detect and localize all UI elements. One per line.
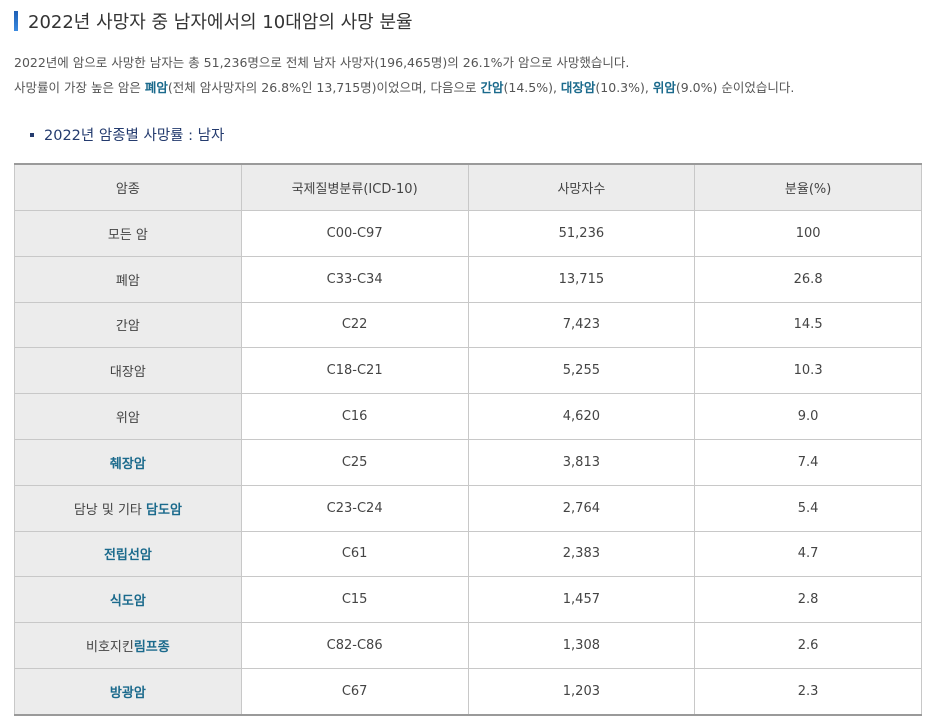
cancer-name: 비호지킨 [86, 640, 134, 656]
cancer-name: 담낭 및 기타 [73, 502, 147, 518]
cell-icd: C16 [240, 393, 469, 440]
link-lung-cancer[interactable]: 폐암 [144, 80, 168, 95]
cell-cancer-type: 전립선암 [14, 530, 242, 578]
cell-icd: C15 [240, 576, 469, 624]
header-icd: 국제질병분류(ICD-10) [240, 163, 469, 211]
cancer-name: 간암 [115, 319, 140, 335]
table-row: 대장암 C18-C21 5,255 10.3 [14, 347, 922, 395]
cell-deaths: 13,715 [467, 255, 696, 303]
table-row: 간암 C22 7,423 14.5 [14, 301, 922, 349]
cell-percent: 100 [694, 210, 922, 257]
cell-cancer-type: 비호지킨림프종 [14, 622, 242, 669]
cell-deaths: 3,813 [467, 438, 696, 486]
cell-icd: C61 [240, 530, 469, 578]
cancer-link[interactable]: 전립선암 [103, 548, 152, 564]
cell-cancer-type: 폐암 [14, 255, 242, 303]
cancer-link[interactable]: 식도암 [109, 594, 146, 610]
cancer-name: 모든 암 [107, 227, 148, 243]
cancer-name: 위암 [115, 411, 140, 427]
cell-percent: 10.3 [694, 347, 922, 395]
cell-percent: 26.8 [694, 255, 922, 303]
subtitle-text: 2022년 암종별 사망률 : 남자 [44, 128, 225, 144]
cancer-name: 대장암 [109, 365, 146, 381]
title-bar-icon [14, 11, 18, 31]
table-row: 췌장암 C25 3,813 7.4 [14, 438, 922, 486]
cell-icd: C33-C34 [240, 255, 469, 303]
cancer-link[interactable]: 담도암 [146, 502, 182, 518]
header-deaths: 사망자수 [467, 163, 696, 211]
cancer-link[interactable]: 췌장암 [109, 456, 146, 472]
cell-cancer-type: 대장암 [14, 347, 242, 395]
bullet-icon [30, 132, 34, 137]
cell-cancer-type: 모든 암 [14, 210, 242, 257]
cell-cancer-type: 췌장암 [14, 438, 242, 486]
cell-percent: 9.0 [694, 393, 922, 440]
cell-percent: 2.6 [694, 622, 922, 669]
cell-deaths: 2,764 [467, 484, 696, 532]
cancer-link[interactable]: 방광암 [109, 685, 146, 701]
table-row: 식도암 C15 1,457 2.8 [14, 576, 922, 624]
link-colorectal-cancer[interactable]: 대장암 [560, 80, 596, 95]
summary-line-1: 2022년에 암으로 사망한 남자는 총 51,236명으로 전체 남자 사망자… [14, 55, 630, 70]
link-stomach-cancer[interactable]: 위암 [652, 80, 676, 95]
cell-icd: C22 [240, 301, 469, 349]
cell-percent: 4.7 [694, 530, 922, 578]
text: (9.0%) 순이었습니다. [675, 80, 795, 95]
cell-percent: 5.4 [694, 484, 922, 532]
death-rate-table: 암종 국제질병분류(ICD-10) 사망자수 분율(%) 모든 암 C00-C9… [14, 163, 922, 716]
table-row: 모든 암 C00-C97 51,236 100 [14, 210, 922, 257]
cell-percent: 2.3 [694, 667, 922, 716]
cell-deaths: 2,383 [467, 530, 696, 578]
summary-line-2: 사망률이 가장 높은 암은 폐암(전체 암사망자의 26.8%인 13,715명… [14, 77, 794, 96]
cancer-link[interactable]: 림프종 [133, 640, 170, 656]
cell-deaths: 1,457 [467, 576, 696, 624]
cell-percent: 7.4 [694, 438, 922, 486]
section-subtitle: 2022년 암종별 사망률 : 남자 [30, 124, 224, 145]
cell-icd: C23-C24 [240, 484, 469, 532]
table-row: 비호지킨림프종 C82-C86 1,308 2.6 [14, 622, 922, 669]
text: 사망률이 가장 높은 암은 [14, 80, 145, 95]
cell-percent: 14.5 [694, 301, 922, 349]
table-row: 담낭 및 기타 담도암 C23-C24 2,764 5.4 [14, 484, 922, 532]
cell-cancer-type: 간암 [14, 301, 242, 349]
text: (10.3%), [595, 80, 653, 95]
cell-icd: C18-C21 [240, 347, 469, 395]
table-row: 전립선암 C61 2,383 4.7 [14, 530, 922, 578]
header-percent: 분율(%) [694, 163, 922, 211]
table-row: 방광암 C67 1,203 2.3 [14, 667, 922, 716]
cell-deaths: 1,308 [467, 622, 696, 669]
cell-deaths: 51,236 [467, 210, 696, 257]
text: (전체 암사망자의 26.8%인 13,715명)이었으며, 다음으로 [167, 80, 481, 95]
cell-icd: C25 [240, 438, 469, 486]
cell-cancer-type: 담낭 및 기타 담도암 [14, 484, 242, 532]
cell-percent: 2.8 [694, 576, 922, 624]
cell-deaths: 5,255 [467, 347, 696, 395]
cell-cancer-type: 방광암 [14, 667, 242, 716]
title-text: 2022년 사망자 중 남자에서의 10대암의 사망 분율 [28, 12, 413, 33]
cancer-name: 폐암 [115, 273, 140, 289]
cell-cancer-type: 식도암 [14, 576, 242, 624]
cell-deaths: 7,423 [467, 301, 696, 349]
cell-icd: C00-C97 [240, 210, 469, 257]
link-liver-cancer[interactable]: 간암 [480, 80, 504, 95]
cell-deaths: 1,203 [467, 667, 696, 716]
cell-icd: C67 [240, 667, 469, 716]
table-row: 폐암 C33-C34 13,715 26.8 [14, 255, 922, 303]
page-title: 2022년 사망자 중 남자에서의 10대암의 사망 분율 [14, 8, 413, 34]
cell-deaths: 4,620 [467, 393, 696, 440]
cell-cancer-type: 위암 [14, 393, 242, 440]
table-row: 위암 C16 4,620 9.0 [14, 393, 922, 440]
cell-icd: C82-C86 [240, 622, 469, 669]
text: (14.5%), [503, 80, 561, 95]
header-cancer-type: 암종 [14, 163, 242, 211]
